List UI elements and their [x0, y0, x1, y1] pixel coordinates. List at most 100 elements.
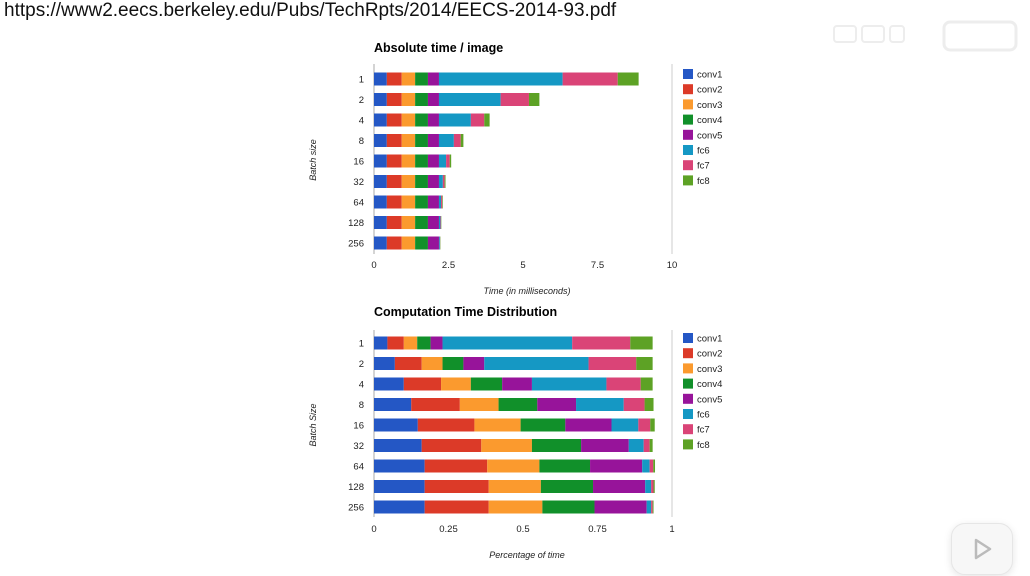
- x-tick-label: 10: [667, 260, 678, 271]
- x-tick-label: 2.5: [442, 260, 455, 271]
- x-tick-label: 0: [371, 260, 376, 271]
- bar-segment-conv5: [537, 398, 577, 411]
- legend-label: conv5: [697, 130, 722, 141]
- bar-segment-fc7: [651, 500, 653, 514]
- bar-segment-conv5: [427, 72, 439, 86]
- bar-segment-conv5: [430, 336, 443, 350]
- x-tick-label: 7.5: [591, 260, 604, 271]
- bar-segment-conv5: [427, 216, 439, 229]
- legend-label: conv3: [697, 364, 722, 375]
- legend-swatch-fc8: [683, 175, 693, 186]
- bar-segment-fc6: [442, 336, 573, 350]
- bar-segment-conv4: [415, 134, 428, 147]
- play-button[interactable]: [951, 523, 1013, 575]
- bar-segment-conv1: [374, 439, 422, 452]
- bar-segment-fc8: [449, 154, 452, 168]
- bar-segment-conv1: [374, 377, 404, 391]
- bar-segment-conv2: [386, 216, 402, 229]
- bar-segment-conv5: [463, 357, 485, 370]
- y-tick-label: 64: [353, 462, 364, 473]
- bar-segment-conv4: [415, 216, 428, 229]
- bar-segment-conv3: [401, 93, 416, 106]
- bar-segment-fc7: [562, 72, 618, 86]
- legend-swatch-fc6: [683, 145, 693, 155]
- bar-segment-conv4: [542, 500, 595, 514]
- bar-segment-fc6: [531, 377, 607, 391]
- legend-swatch-conv1: [683, 69, 693, 79]
- bar-segment-fc8: [644, 398, 654, 411]
- bar-segment-fc7: [623, 398, 645, 411]
- bar-segment-conv4: [415, 154, 428, 168]
- legend-swatch-fc7: [683, 160, 693, 171]
- legend-label: conv1: [697, 70, 722, 81]
- bar-segment-fc8: [652, 500, 654, 514]
- legend-label: conv4: [697, 379, 722, 390]
- bar-segment-fc6: [645, 480, 652, 493]
- y-tick-label: 128: [348, 218, 364, 229]
- bar-segment-conv1: [374, 93, 387, 106]
- bar-segment-conv5: [427, 93, 439, 106]
- bar-segment-fc6: [438, 154, 447, 168]
- bar-segment-fc8: [444, 175, 446, 188]
- y-tick-label: 2: [359, 95, 364, 106]
- bar-segment-conv1: [374, 113, 387, 127]
- legend-swatch-fc7: [683, 424, 693, 435]
- y-tick-label: 128: [348, 482, 364, 493]
- legend-label: conv3: [697, 100, 722, 111]
- y-tick-label: 4: [359, 380, 364, 391]
- bar-segment-fc6: [642, 459, 650, 473]
- bar-segment-fc8: [649, 439, 653, 452]
- y-tick-label: 16: [353, 157, 364, 168]
- bar-segment-conv3: [401, 113, 416, 127]
- bar-segment-conv2: [411, 398, 460, 411]
- bar-segment-fc6: [438, 195, 442, 209]
- bar-segment-conv3: [481, 439, 532, 452]
- bar-segment-conv2: [424, 500, 489, 514]
- bar-segment-conv2: [424, 480, 489, 493]
- x-tick-label: 0.5: [516, 524, 529, 535]
- bar-segment-conv4: [415, 175, 428, 188]
- legend-swatch-conv3: [683, 363, 693, 374]
- bar-segment-conv5: [427, 134, 439, 147]
- y-tick-label: 16: [353, 421, 364, 432]
- legend-swatch-conv5: [683, 129, 693, 140]
- bar-segment-conv4: [417, 336, 431, 350]
- bar-segment-conv3: [401, 134, 416, 147]
- bar-segment-conv4: [415, 113, 428, 127]
- bar-segment-conv3: [401, 195, 416, 209]
- y-tick-label: 32: [353, 441, 364, 452]
- legend-label: fc7: [697, 161, 710, 172]
- bar-segment-fc7: [500, 93, 529, 106]
- bar-segment-fc8: [630, 336, 653, 350]
- bar-segment-conv3: [401, 216, 416, 229]
- y-tick-label: 256: [348, 503, 364, 514]
- bar-segment-conv2: [424, 459, 488, 473]
- bilibili-logo: [833, 20, 1018, 52]
- bar-segment-conv1: [374, 195, 387, 209]
- bar-segment-conv2: [386, 113, 402, 127]
- bar-segment-fc6: [576, 398, 624, 411]
- x-tick-label: 0.25: [439, 524, 458, 535]
- legend-label: fc8: [697, 176, 710, 187]
- bar-segment-fc7: [441, 195, 443, 209]
- x-axis-label: Time (in milliseconds): [484, 286, 571, 296]
- bar-segment-conv1: [374, 459, 425, 473]
- bar-segment-conv4: [415, 195, 428, 209]
- bar-segment-fc6: [438, 72, 563, 86]
- bar-segment-fc7: [440, 216, 442, 229]
- bar-segment-fc7: [643, 439, 650, 452]
- bar-segment-conv2: [386, 195, 402, 209]
- bar-segment-fc6: [438, 134, 454, 147]
- y-tick-label: 4: [359, 116, 364, 127]
- bar-segment-fc6: [438, 93, 501, 106]
- legend-swatch-conv2: [683, 84, 693, 95]
- legend-swatch-fc8: [683, 439, 693, 450]
- bar-segment-conv4: [415, 72, 428, 86]
- bar-segment-conv5: [565, 418, 612, 432]
- y-tick-label: 256: [348, 239, 364, 250]
- bar-segment-fc7: [606, 377, 641, 391]
- legend-label: conv5: [697, 394, 722, 405]
- bar-segment-conv5: [427, 236, 439, 250]
- bar-segment-fc7: [572, 336, 631, 350]
